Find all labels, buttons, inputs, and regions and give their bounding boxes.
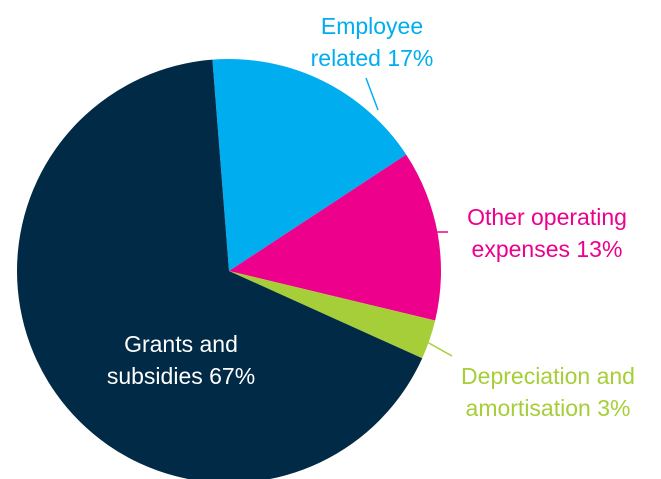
slice-label-line: expenses 13% [472, 236, 623, 262]
pie-slice-other-operating [229, 154, 441, 321]
leader-line-employee [365, 77, 379, 111]
slice-label-line: Other operating [467, 204, 627, 230]
leader-line-depreciation-and [419, 337, 453, 357]
slice-label-depreciation-and: Depreciation and amortisation 3% [461, 363, 635, 421]
slice-label-line: related 17% [311, 45, 434, 71]
slice-label-line: Grants and [124, 331, 238, 357]
slice-label-other-operating: Other operating expenses 13% [467, 204, 627, 262]
pie-slice-depreciation-and [229, 271, 436, 359]
slice-label-line: subsidies 67% [107, 363, 255, 389]
pie-slice-employee [212, 58, 407, 271]
slice-label-line: amortisation 3% [466, 395, 631, 421]
slice-labels: Employee related 17% Other operating expens… [107, 13, 635, 421]
slice-label-line: Employee [321, 13, 423, 39]
leader-lines [365, 77, 453, 357]
slice-label-line: Depreciation and [461, 363, 635, 389]
pie-slices [17, 58, 441, 479]
slice-label-employee: Employee related 17% [311, 13, 434, 71]
pie-slice-grants-and [17, 59, 423, 479]
slice-label-grants-and: Grants and subsidies 67% [107, 331, 255, 389]
